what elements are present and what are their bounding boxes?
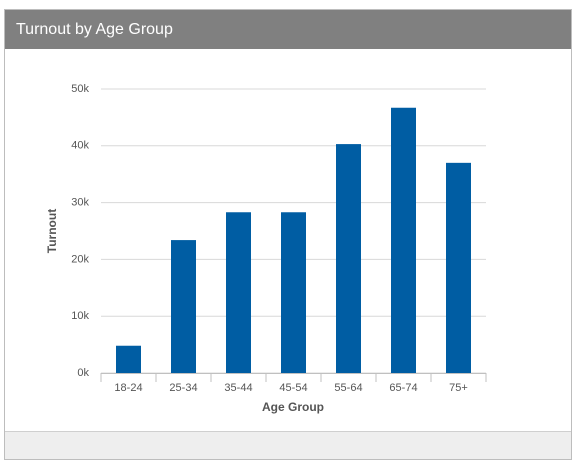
bar: [391, 107, 416, 373]
x-tick-label: 55-64: [334, 382, 362, 394]
bar: [336, 144, 361, 373]
y-tick-label: 10k: [71, 310, 89, 322]
panel-footer: [5, 431, 571, 459]
y-tick-label: 40k: [71, 140, 89, 152]
y-axis-title: Turnout: [45, 209, 59, 253]
bar: [446, 162, 471, 373]
y-tick-label: 30k: [71, 197, 89, 209]
x-axis-title: Age Group: [262, 400, 324, 414]
bar: [281, 212, 306, 373]
bar: [171, 240, 196, 373]
panel-header: Turnout by Age Group: [5, 10, 571, 49]
y-tick-label: 50k: [71, 83, 89, 95]
bar: [116, 345, 141, 373]
x-tick-label: 35-44: [224, 382, 252, 394]
y-tick-label: 20k: [71, 253, 89, 265]
panel: Turnout by Age Group: [4, 9, 572, 460]
x-tick-label: 45-54: [279, 382, 307, 394]
x-tick-label: 18-24: [114, 382, 142, 394]
y-tick-label: 0k: [77, 367, 89, 379]
x-tick-label: 65-74: [389, 382, 417, 394]
x-tick-label: 25-34: [169, 382, 197, 394]
bar: [226, 212, 251, 373]
x-tick-label: 75+: [449, 382, 468, 394]
